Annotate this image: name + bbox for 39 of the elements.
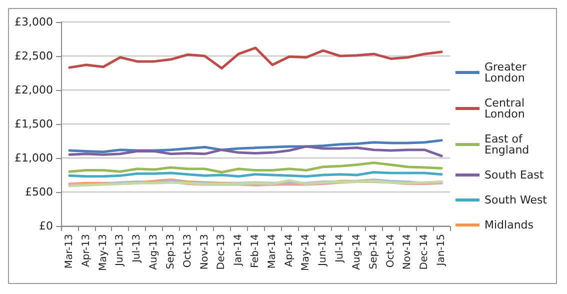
x-tick-label: Nov-13 <box>199 234 210 270</box>
x-tick-label: Oct-13 <box>182 234 194 268</box>
x-tick-label: Dec-14 <box>419 234 430 270</box>
y-tick-label: £2,000 <box>14 84 53 96</box>
legend-label: South West <box>484 194 548 206</box>
legend-label: Greater London <box>484 60 530 84</box>
x-tick-label: Sep-13 <box>165 234 176 270</box>
y-tick-label: £1,500 <box>14 118 53 130</box>
x-tick-label: Jun-13 <box>114 234 126 267</box>
x-tick-label: Feb-14 <box>250 234 261 268</box>
x-tick-label: Jul-13 <box>132 234 143 264</box>
x-tick-label: Dec-13 <box>216 234 228 270</box>
y-tick-label: £500 <box>25 186 53 198</box>
line-series <box>68 46 443 70</box>
legend-label: East of England <box>484 132 530 156</box>
x-tick-label: May-13 <box>98 234 109 271</box>
x-tick-label: Jul-14 <box>334 234 346 264</box>
y-tick-label: £2,500 <box>14 50 53 62</box>
x-tick-label: Sep-14 <box>368 234 380 270</box>
x-tick-label: Aug-14 <box>351 234 362 270</box>
legend-label: Midlands <box>484 218 534 232</box>
x-tick-label: Nov-14 <box>402 234 414 270</box>
y-tick-label: £0 <box>39 220 53 232</box>
legend-label: Central London <box>484 96 528 120</box>
x-tick-label: Jan-14 <box>233 234 244 267</box>
x-tick-label: Mar-13 <box>64 234 75 269</box>
x-tick-label: Oct-14 <box>385 234 396 268</box>
x-tick-label: Apr-13 <box>80 234 92 267</box>
x-tick-label: May-14 <box>300 234 312 271</box>
x-tick-label: Apr-14 <box>284 234 295 267</box>
x-tick-label: Mar-14 <box>266 234 278 269</box>
line-series <box>68 145 443 158</box>
legend-label: South East <box>484 168 544 182</box>
y-tick-label: £3,000 <box>14 16 53 28</box>
x-tick-label: Aug-13 <box>148 234 160 270</box>
x-tick-label: Jun-14 <box>318 234 329 267</box>
line-series <box>68 162 443 174</box>
y-tick-label: £1,000 <box>14 152 53 164</box>
x-tick-label: Jan-15 <box>436 234 448 267</box>
